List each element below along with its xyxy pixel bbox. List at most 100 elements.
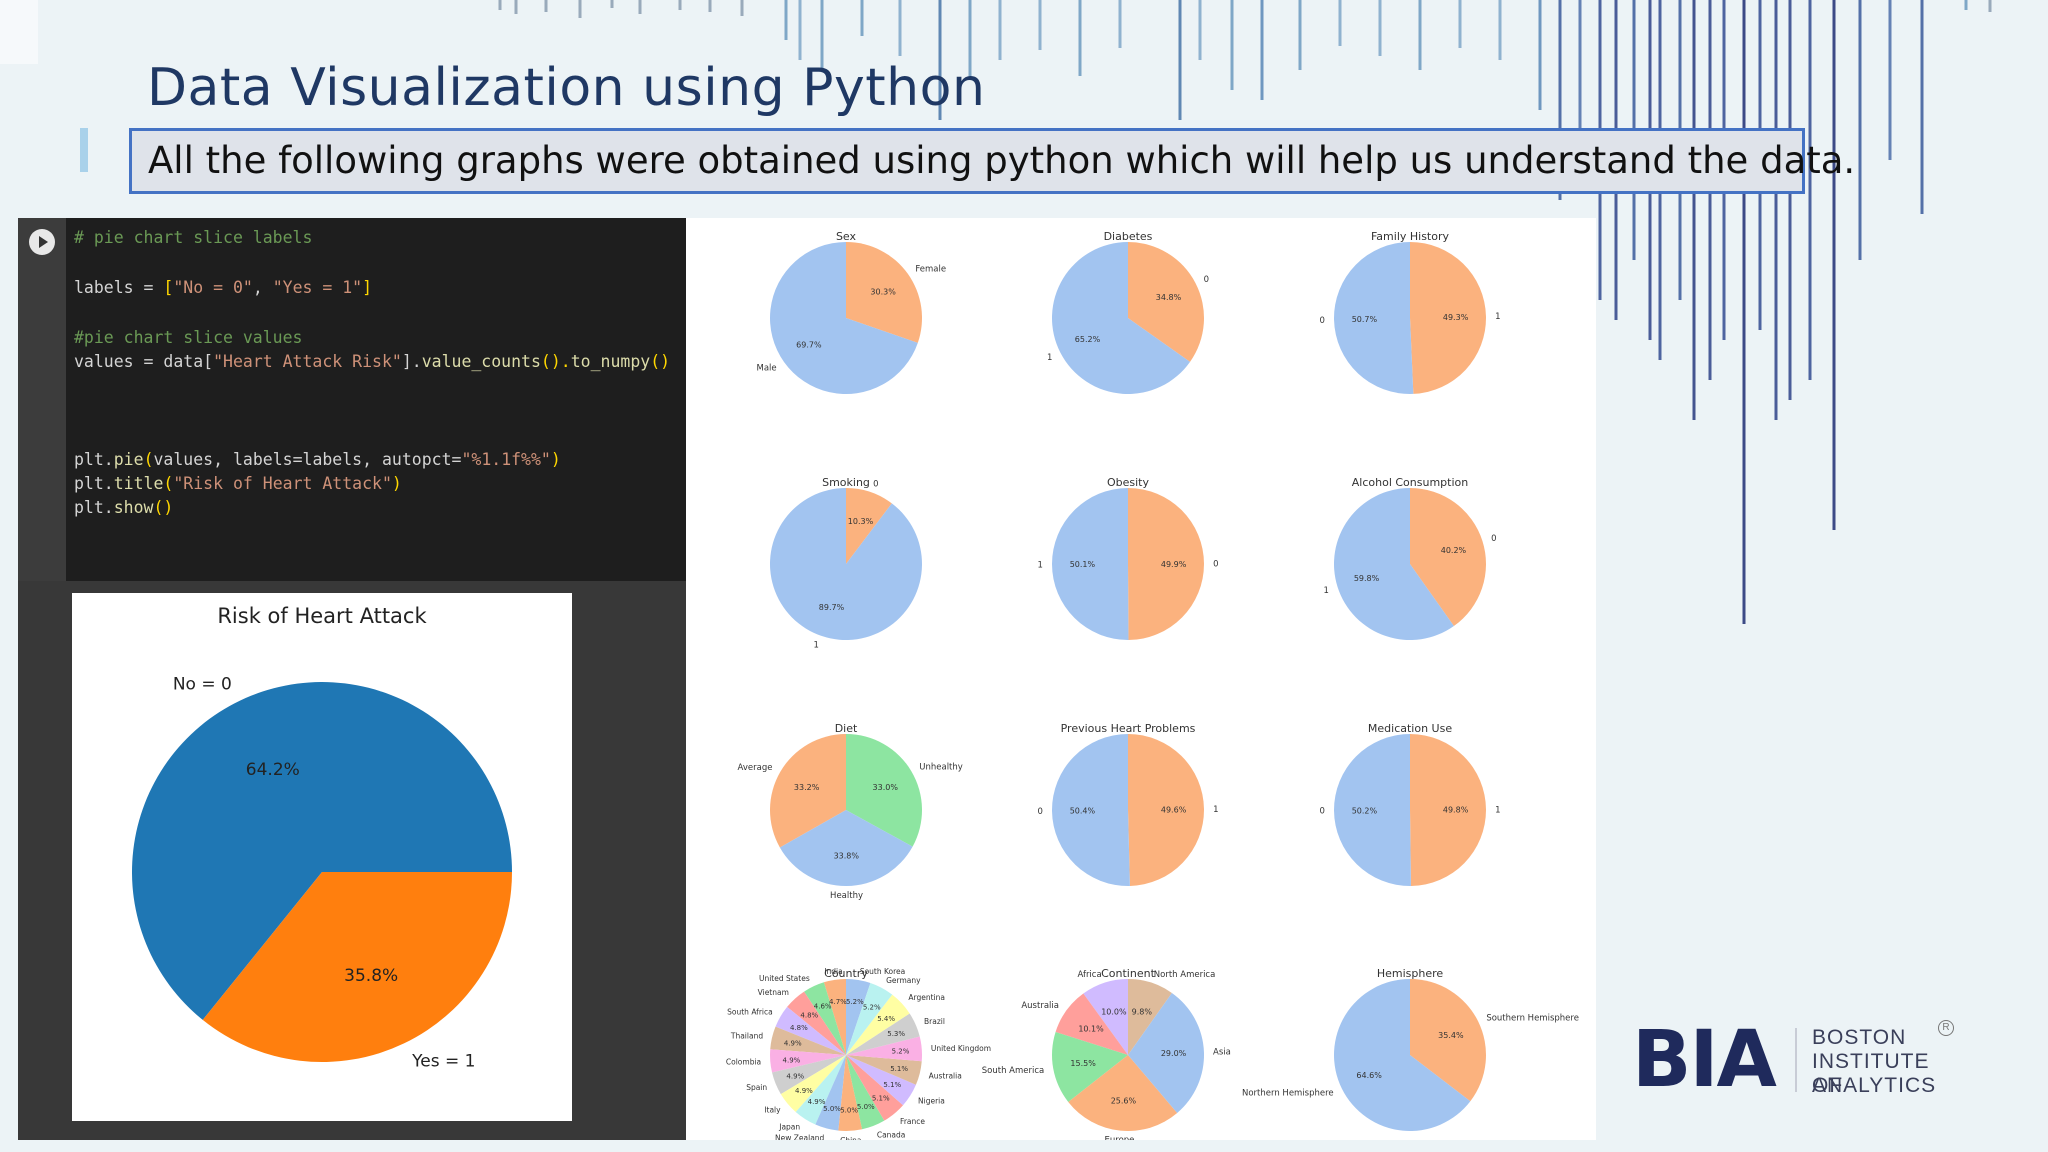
slice-label: Average bbox=[738, 763, 773, 773]
slice-pct-label: 50.7% bbox=[1352, 315, 1378, 324]
pie-slice bbox=[770, 242, 918, 394]
slice-label: 0 bbox=[1319, 316, 1324, 326]
slice-pct-label: 10.1% bbox=[1078, 1024, 1104, 1033]
pie-slice bbox=[846, 1055, 904, 1121]
slice-label: 1 bbox=[1037, 560, 1042, 570]
slice-pct-label: 5.4% bbox=[877, 1015, 895, 1023]
slice-label: South Korea bbox=[860, 967, 905, 976]
slice-pct-label: 5.0% bbox=[857, 1103, 875, 1111]
slice-label: Northern Hemisphere bbox=[1242, 1089, 1334, 1099]
pie-slice bbox=[1052, 1031, 1128, 1102]
accent-bar bbox=[80, 128, 88, 172]
code-editor[interactable]: # pie chart slice labels labels = ["No = … bbox=[66, 218, 686, 581]
pie-slice bbox=[846, 994, 910, 1055]
slice-pct-label: 34.8% bbox=[1156, 293, 1182, 302]
code-token: plt. bbox=[74, 498, 114, 517]
code-line: plt.title("Risk of Heart Attack") bbox=[74, 474, 402, 493]
pie-slice bbox=[1334, 734, 1411, 886]
slice-label: 1 bbox=[814, 641, 819, 651]
subtitle-box: All the following graphs were obtained u… bbox=[129, 128, 1855, 194]
code-token: () bbox=[153, 498, 174, 517]
pie-slice bbox=[1334, 979, 1471, 1131]
pie-slice bbox=[1410, 979, 1486, 1102]
slice-pct-label: 49.3% bbox=[1443, 313, 1469, 322]
chart-title: Diabetes bbox=[1104, 230, 1153, 243]
code-token: "Yes = 1" bbox=[272, 278, 363, 297]
slice-label: Germany bbox=[886, 976, 921, 985]
slice-label: United States bbox=[759, 974, 810, 983]
pie-slice bbox=[846, 983, 893, 1055]
pie-slice bbox=[823, 979, 846, 1055]
pie-slice bbox=[202, 872, 512, 1062]
pie-slice bbox=[772, 1055, 846, 1095]
slice-label: 1 bbox=[1323, 586, 1328, 596]
pie-slice bbox=[1334, 242, 1414, 394]
slice-pct-label: 64.6% bbox=[1356, 1071, 1382, 1080]
slice-label: 0 bbox=[1204, 275, 1209, 285]
code-token: values = data[ bbox=[74, 352, 214, 371]
slice-label: 0 bbox=[873, 479, 878, 489]
pie-slice bbox=[1052, 242, 1191, 394]
slice-pct-label: 49.9% bbox=[1161, 560, 1187, 569]
chart-title: Family History bbox=[1371, 230, 1450, 243]
cell-output: Risk of Heart Attack 64.2% No = 0 35.8% Yes … bbox=[72, 593, 572, 1121]
chart-title: Hemisphere bbox=[1377, 967, 1444, 980]
slice-pct-label: 40.2% bbox=[1441, 546, 1467, 555]
pie-slice bbox=[779, 810, 913, 886]
pie-slice bbox=[846, 242, 922, 343]
code-token: ) bbox=[550, 450, 561, 469]
code-token: ] bbox=[362, 278, 373, 297]
slice-label: Argentina bbox=[908, 993, 945, 1002]
code-line: values = data["Heart Attack Risk"].value… bbox=[74, 352, 670, 371]
slice-pct-label: 5.0% bbox=[823, 1105, 841, 1113]
slice-pct-label: 65.2% bbox=[1075, 335, 1101, 344]
code-token: pie bbox=[113, 450, 144, 469]
slice-pct-label: 50.1% bbox=[1070, 560, 1096, 569]
run-cell-icon[interactable] bbox=[29, 229, 55, 255]
pie-slice bbox=[1128, 242, 1204, 362]
slice-label: No = 0 bbox=[173, 674, 232, 694]
slice-pct-label: 29.0% bbox=[1161, 1049, 1187, 1058]
pie-slice bbox=[770, 1026, 846, 1055]
pie-slice bbox=[804, 982, 846, 1055]
pie-slice bbox=[846, 1055, 916, 1106]
code-token: labels = bbox=[74, 278, 164, 297]
slice-label: Europe bbox=[1105, 1136, 1135, 1140]
pie-slice bbox=[1334, 488, 1454, 640]
pie-slice bbox=[815, 1055, 846, 1131]
chart-title: Country bbox=[824, 967, 868, 980]
pie-charts-grid: Sex 30.3% Female 69.7% Male Diabetes 34.8% 0 65.… bbox=[686, 218, 1596, 1140]
slice-label: United Kingdom bbox=[931, 1044, 991, 1053]
slice-pct-label: 49.8% bbox=[1443, 806, 1469, 815]
cell-gutter bbox=[18, 218, 66, 581]
pie-slice bbox=[1128, 734, 1205, 886]
slice-label: France bbox=[900, 1117, 925, 1126]
code-line: plt.show() bbox=[74, 498, 173, 517]
code-line: # pie chart slice labels bbox=[74, 228, 312, 247]
slice-label: New Zealand bbox=[775, 1133, 825, 1140]
pie-slice bbox=[1410, 734, 1487, 886]
code-token: (). bbox=[540, 352, 571, 371]
chart-title: Smoking bbox=[822, 476, 870, 489]
slice-label: 0 bbox=[1491, 534, 1496, 544]
slice-label: China bbox=[840, 1136, 861, 1140]
slice-label: Spain bbox=[746, 1083, 767, 1092]
pie-slice bbox=[770, 1049, 846, 1073]
code-token: value_counts bbox=[421, 352, 541, 371]
slice-label: Vietnam bbox=[758, 988, 789, 997]
slice-label: North America bbox=[1154, 970, 1216, 980]
slice-pct-label: 4.8% bbox=[790, 1024, 808, 1032]
slice-label: Unhealthy bbox=[919, 763, 963, 773]
chart-title: Sex bbox=[836, 230, 857, 243]
code-line: plt.pie(values, labels=labels, autopct="… bbox=[74, 450, 561, 469]
registered-icon: R bbox=[1938, 1020, 1954, 1036]
code-line: labels = ["No = 0", "Yes = 1"] bbox=[74, 278, 372, 297]
slice-label: Female bbox=[915, 265, 946, 275]
chart-title: Obesity bbox=[1107, 476, 1150, 489]
code-token: values, labels=labels, autopct= bbox=[153, 450, 462, 469]
pie-slice bbox=[838, 1055, 863, 1131]
bia-logo: BIA BOSTON INSTITUTE OF ANALYTICS R bbox=[1632, 1020, 1962, 1100]
pie-slice bbox=[131, 682, 513, 1020]
pie-slice bbox=[1052, 734, 1130, 886]
